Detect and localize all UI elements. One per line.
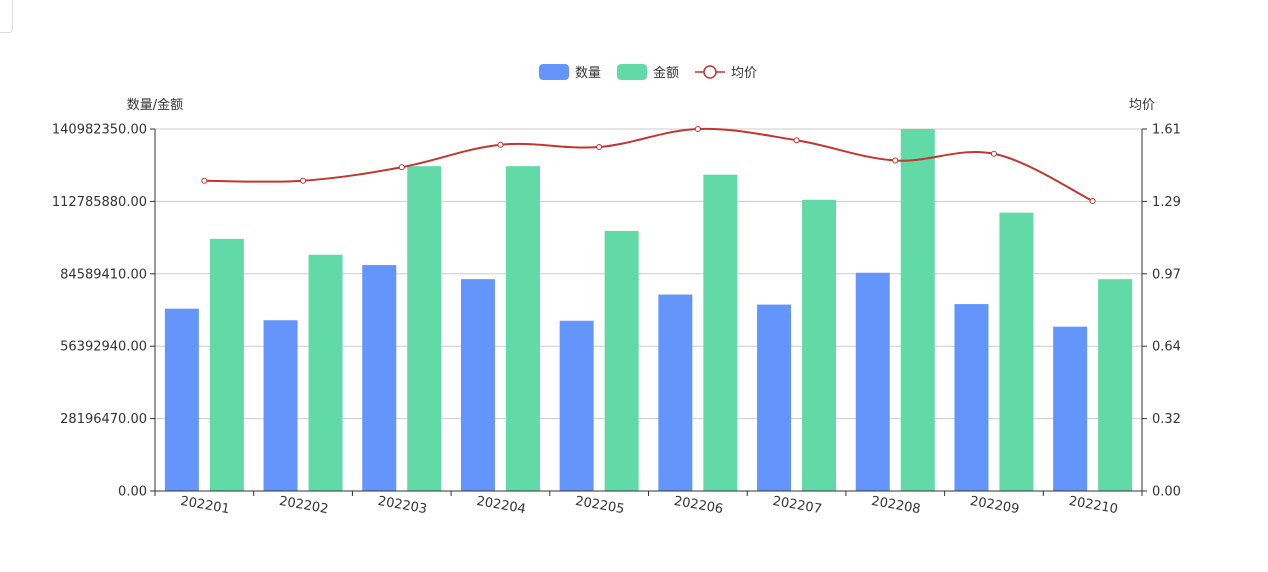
x-tick-label: 202208 xyxy=(870,494,921,517)
legend-swatch xyxy=(539,64,569,80)
legend-item[interactable]: 均价 xyxy=(695,65,757,81)
bar-quantity[interactable] xyxy=(658,294,693,491)
avg-price-point[interactable] xyxy=(1089,197,1096,204)
x-tick-label: 202209 xyxy=(969,494,1020,517)
corner-tab xyxy=(0,0,13,33)
legend-label: 数量 xyxy=(575,66,601,81)
bar-quantity[interactable] xyxy=(263,320,298,491)
x-tick-label: 202206 xyxy=(673,494,724,517)
avg-price-line xyxy=(204,127,1094,202)
y-right-tick-label: 1.29 xyxy=(1152,195,1181,210)
y-left-tick-label: 0.00 xyxy=(118,485,147,500)
bar-amount[interactable] xyxy=(308,254,343,491)
x-tick-label: 202201 xyxy=(179,494,230,517)
bar-amount[interactable] xyxy=(407,166,442,492)
line-series xyxy=(201,126,1096,204)
bar-quantity[interactable] xyxy=(954,304,989,491)
y-left-tick-label: 112785880.00 xyxy=(52,195,147,210)
bar-amount[interactable] xyxy=(999,212,1034,491)
bar-amount[interactable] xyxy=(703,174,738,491)
y-left-axis-name: 数量/金额 xyxy=(127,97,183,113)
avg-price-point[interactable] xyxy=(201,177,208,184)
y-right-tick-label: 0.00 xyxy=(1152,485,1181,500)
x-tick-label: 202202 xyxy=(278,494,329,517)
x-tick-label: 202207 xyxy=(771,494,822,517)
legend[interactable]: 数量 金额 均价 xyxy=(539,64,757,81)
avg-price-point[interactable] xyxy=(694,126,701,132)
grid-lines xyxy=(155,128,1142,420)
bar-amount[interactable] xyxy=(802,199,837,491)
avg-price-point[interactable] xyxy=(497,141,504,148)
bar-quantity[interactable] xyxy=(757,304,792,491)
bar-series xyxy=(164,129,1133,492)
legend-item[interactable]: 金额 xyxy=(617,64,679,81)
y-right-tick-label: 0.97 xyxy=(1152,267,1181,282)
bar-amount[interactable] xyxy=(505,166,540,492)
avg-price-point[interactable] xyxy=(990,150,997,157)
avg-price-point[interactable] xyxy=(398,164,405,171)
avg-price-point[interactable] xyxy=(300,177,307,184)
legend-item[interactable]: 数量 xyxy=(539,64,601,81)
y-left-tick-label: 28196470.00 xyxy=(60,412,147,427)
bar-quantity[interactable] xyxy=(1053,326,1088,491)
avg-price-point[interactable] xyxy=(596,143,603,150)
y-left-tick-label: 56392940.00 xyxy=(60,340,147,355)
avg-price-point[interactable] xyxy=(892,157,899,164)
y-right-tick-label: 0.32 xyxy=(1152,412,1181,427)
y-left-tick-label: 140982350.00 xyxy=(52,123,147,138)
bar-quantity[interactable] xyxy=(362,265,397,491)
legend-label: 均价 xyxy=(731,66,757,81)
x-tick-label: 202205 xyxy=(574,494,625,517)
bar-quantity[interactable] xyxy=(460,279,495,491)
avg-price-point[interactable] xyxy=(793,137,800,144)
y-right-tick-label: 0.64 xyxy=(1152,340,1181,355)
bar-quantity[interactable] xyxy=(855,272,890,491)
bar-amount[interactable] xyxy=(900,129,935,491)
y-left-tick-label: 84589410.00 xyxy=(60,267,147,282)
bar-amount[interactable] xyxy=(209,238,244,491)
legend-swatch-marker xyxy=(703,65,717,79)
legend-label: 金额 xyxy=(653,65,679,81)
legend-swatch xyxy=(617,64,647,80)
axes: 0.00 28196470.00 56392940.00 84589410.00 112… xyxy=(52,97,1181,517)
x-tick-label: 202203 xyxy=(377,494,428,517)
y-right-axis-name: 均价 xyxy=(1129,98,1155,113)
bar-amount[interactable] xyxy=(604,230,639,491)
bar-quantity[interactable] xyxy=(559,320,594,491)
bar-amount[interactable] xyxy=(1098,279,1133,491)
x-tick-label: 202204 xyxy=(475,494,526,517)
bar-quantity[interactable] xyxy=(164,308,199,491)
x-tick-label: 202210 xyxy=(1068,494,1119,517)
y-right-tick-label: 1.61 xyxy=(1152,123,1181,138)
